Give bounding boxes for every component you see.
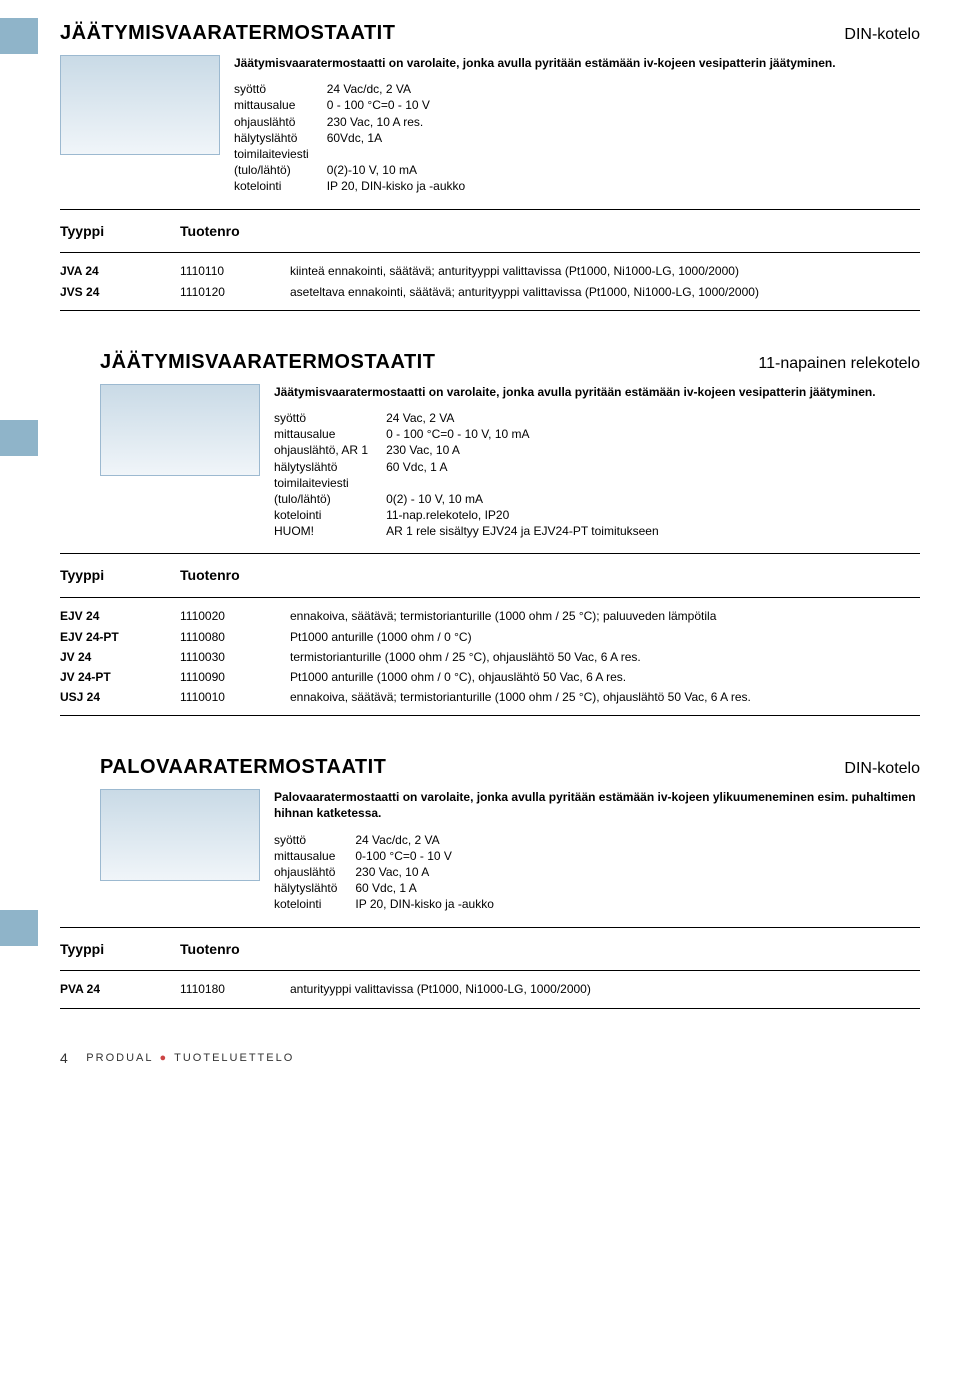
section1-specs: syöttö24 Vac/dc, 2 VA mittausalue0 - 100… — [234, 81, 465, 194]
side-tab-1 — [0, 18, 38, 54]
table-row: JVA 241110110kiinteä ennakointi, säätävä… — [60, 261, 920, 281]
section2-specs: syöttö24 Vac, 2 VA mittausalue0 - 100 °C… — [274, 410, 659, 540]
section3-specs: syöttö24 Vac/dc, 2 VA mittausalue0-100 °… — [274, 832, 494, 913]
divider — [60, 715, 920, 716]
section3-table-head: Tyyppi Tuotenro — [60, 936, 920, 963]
table-row: EJV 241110020ennakoiva, säätävä; termist… — [60, 606, 920, 626]
section2-table-head: Tyyppi Tuotenro — [60, 562, 920, 589]
divider — [60, 597, 920, 598]
side-tab-2 — [0, 420, 38, 456]
product-image-1 — [60, 55, 220, 155]
divider — [60, 1008, 920, 1009]
section-1: JÄÄTYMISVAARATERMOSTAATIT DIN-kotelo Jää… — [60, 20, 920, 311]
section1-lead: Jäätymisvaaratermostaatti on varolaite, … — [234, 55, 920, 71]
side-tab-3 — [0, 910, 38, 946]
section3-lead: Palovaaratermostaatti on varolaite, jonk… — [274, 789, 920, 821]
table-row: USJ 241110010ennakoiva, säätävä; termist… — [60, 687, 920, 707]
table-row: EJV 24-PT1110080Pt1000 anturille (1000 o… — [60, 627, 920, 647]
table-row: JVS 241110120aseteltava ennakointi, säät… — [60, 282, 920, 302]
bullet-icon: ● — [159, 1051, 168, 1066]
footer-brand: PRODUAL — [86, 1051, 153, 1066]
divider — [60, 553, 920, 554]
section1-title: JÄÄTYMISVAARATERMOSTAATIT — [60, 20, 395, 47]
divider — [60, 209, 920, 210]
section-3: PALOVAARATERMOSTAATIT DIN-kotelo Palovaa… — [100, 754, 920, 912]
section1-table-head: Tyyppi Tuotenro — [60, 218, 920, 245]
table-row: JV 241110030termistorianturille (1000 oh… — [60, 647, 920, 667]
divider — [60, 927, 920, 928]
product-image-2 — [100, 384, 260, 476]
divider — [60, 252, 920, 253]
page-number: 4 — [60, 1049, 68, 1068]
page-footer: 4 PRODUAL ● TUOTELUETTELO — [60, 1049, 920, 1068]
section2-title: JÄÄTYMISVAARATERMOSTAATIT — [100, 349, 435, 376]
divider — [60, 970, 920, 971]
section1-subtitle: DIN-kotelo — [844, 24, 920, 46]
product-image-3 — [100, 789, 260, 881]
section3-title: PALOVAARATERMOSTAATIT — [100, 754, 386, 781]
table-row: PVA 241110180anturityyppi valittavissa (… — [60, 979, 920, 999]
section2-lead: Jäätymisvaaratermostaatti on varolaite, … — [274, 384, 920, 400]
table-row: JV 24-PT1110090Pt1000 anturille (1000 oh… — [60, 667, 920, 687]
section3-subtitle: DIN-kotelo — [844, 758, 920, 780]
divider — [60, 310, 920, 311]
section2-subtitle: 11-napainen relekotelo — [758, 353, 920, 375]
section-2: JÄÄTYMISVAARATERMOSTAATIT 11-napainen re… — [100, 349, 920, 540]
footer-label: TUOTELUETTELO — [174, 1051, 294, 1066]
